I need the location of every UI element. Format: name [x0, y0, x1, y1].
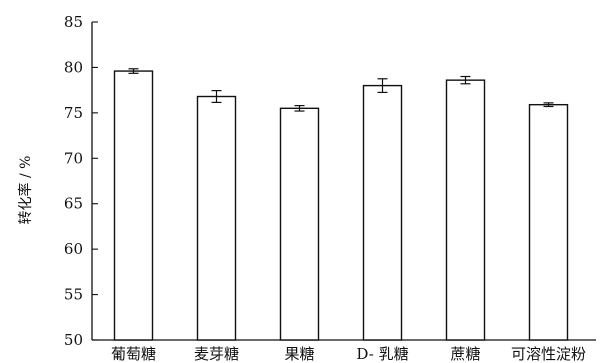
y-tick-label: 50	[64, 331, 83, 349]
bar	[445, 79, 486, 341]
y-tick-label: 85	[64, 13, 83, 31]
category-labels: 葡萄糖 麦芽糖 果糖 D- 乳糖 蔗糖 可溶性淀粉	[111, 345, 586, 363]
y-axis-label: 转化率 / %	[17, 156, 34, 225]
y-tick-label: 65	[64, 195, 83, 213]
x-axis	[92, 335, 596, 341]
bar	[362, 84, 403, 341]
bar	[528, 103, 569, 341]
bar	[113, 70, 154, 341]
category-label: 蔗糖	[450, 345, 480, 363]
y-axis: 50 55 60 65 70 75 80 85	[64, 13, 98, 349]
y-tick-label: 55	[64, 286, 83, 304]
y-tick-label: 60	[64, 240, 83, 258]
category-label: D- 乳糖	[356, 345, 408, 363]
y-tick-label: 80	[64, 58, 83, 76]
y-tick-label: 75	[64, 104, 83, 122]
y-tick-label: 70	[64, 149, 83, 167]
bar	[279, 107, 320, 341]
category-label: 可溶性淀粉	[511, 345, 586, 363]
bars	[113, 68, 569, 341]
category-label: 葡萄糖	[111, 345, 156, 363]
bar	[196, 95, 237, 341]
category-label: 麦芽糖	[194, 345, 239, 363]
category-label: 果糖	[284, 345, 314, 363]
